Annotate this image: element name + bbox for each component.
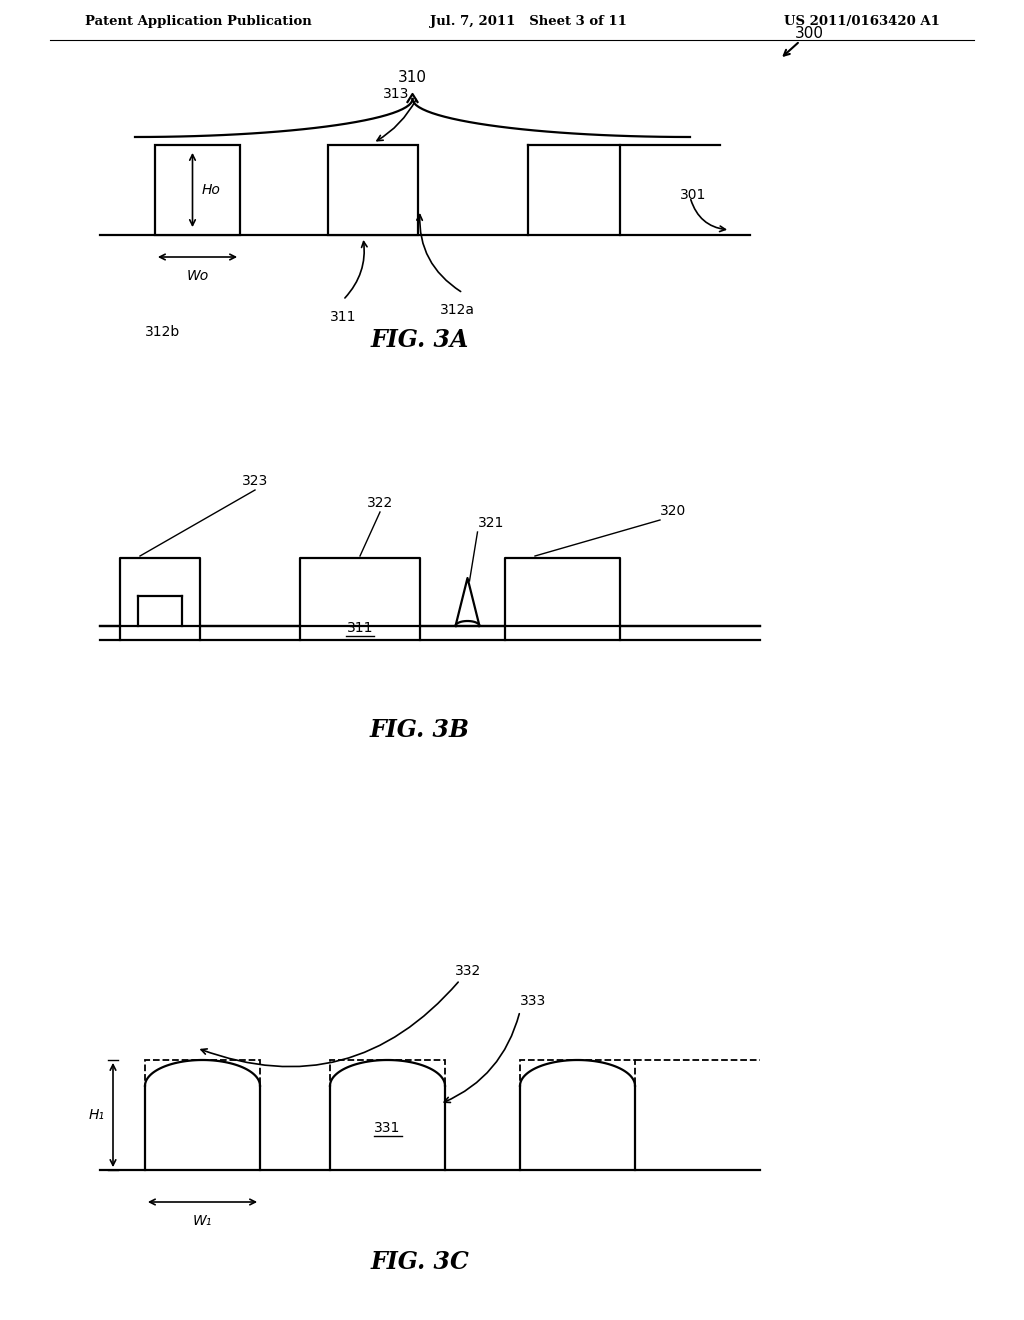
Text: FIG. 3B: FIG. 3B — [370, 718, 470, 742]
Text: 333: 333 — [520, 994, 546, 1008]
Text: FIG. 3C: FIG. 3C — [371, 1250, 469, 1274]
Text: 300: 300 — [795, 26, 824, 41]
Text: 310: 310 — [398, 70, 427, 84]
Text: 312a: 312a — [440, 304, 475, 317]
Bar — [328, 145, 418, 235]
Text: 331: 331 — [375, 1121, 400, 1135]
Text: FIG. 3A: FIG. 3A — [371, 327, 469, 352]
Bar — [520, 1060, 635, 1170]
Bar — [330, 1060, 445, 1170]
Text: Jul. 7, 2011   Sheet 3 of 11: Jul. 7, 2011 Sheet 3 of 11 — [430, 16, 627, 29]
Text: Ho: Ho — [202, 183, 220, 197]
Text: 301: 301 — [680, 187, 707, 202]
Text: Wo: Wo — [186, 269, 209, 282]
Bar — [145, 1060, 260, 1170]
Text: W₁: W₁ — [193, 1214, 212, 1228]
Text: 332: 332 — [455, 964, 481, 978]
Text: 320: 320 — [660, 504, 686, 517]
Text: 312b: 312b — [145, 325, 180, 339]
Text: H₁: H₁ — [89, 1107, 105, 1122]
Text: 323: 323 — [242, 474, 268, 488]
Text: 311: 311 — [347, 620, 374, 635]
Text: US 2011/0163420 A1: US 2011/0163420 A1 — [784, 16, 940, 29]
Text: 321: 321 — [477, 516, 504, 531]
Text: Patent Application Publication: Patent Application Publication — [85, 16, 311, 29]
Text: 322: 322 — [367, 496, 393, 510]
Bar — [155, 145, 240, 235]
Text: 313: 313 — [383, 87, 409, 102]
Text: 311: 311 — [330, 310, 356, 323]
